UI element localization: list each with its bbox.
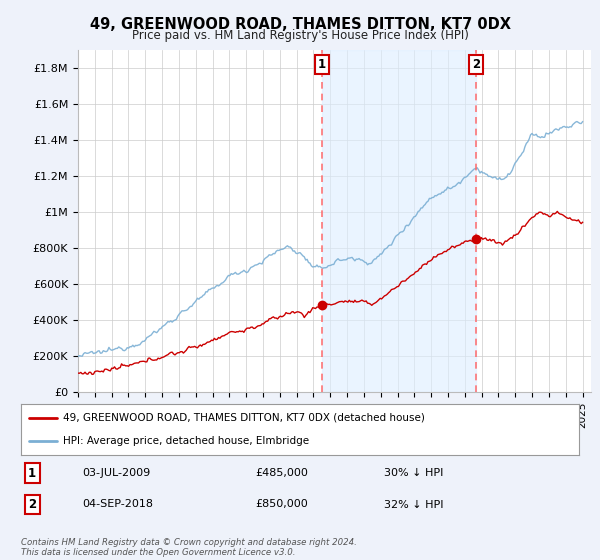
Text: 2: 2 <box>28 498 36 511</box>
Text: 1: 1 <box>318 58 326 71</box>
Text: 1: 1 <box>28 466 36 479</box>
Text: 30% ↓ HPI: 30% ↓ HPI <box>384 468 443 478</box>
Bar <box>322 50 476 392</box>
Text: 32% ↓ HPI: 32% ↓ HPI <box>384 500 443 510</box>
Text: HPI: Average price, detached house, Elmbridge: HPI: Average price, detached house, Elmb… <box>63 436 309 446</box>
Text: Price paid vs. HM Land Registry's House Price Index (HPI): Price paid vs. HM Land Registry's House … <box>131 29 469 42</box>
Text: 2: 2 <box>472 58 480 71</box>
Text: 49, GREENWOOD ROAD, THAMES DITTON, KT7 0DX (detached house): 49, GREENWOOD ROAD, THAMES DITTON, KT7 0… <box>63 413 425 423</box>
Text: Contains HM Land Registry data © Crown copyright and database right 2024.
This d: Contains HM Land Registry data © Crown c… <box>21 538 357 557</box>
Text: £485,000: £485,000 <box>256 468 308 478</box>
Text: 49, GREENWOOD ROAD, THAMES DITTON, KT7 0DX: 49, GREENWOOD ROAD, THAMES DITTON, KT7 0… <box>89 17 511 32</box>
Text: £850,000: £850,000 <box>256 500 308 510</box>
Text: 03-JUL-2009: 03-JUL-2009 <box>82 468 151 478</box>
Text: 04-SEP-2018: 04-SEP-2018 <box>82 500 154 510</box>
